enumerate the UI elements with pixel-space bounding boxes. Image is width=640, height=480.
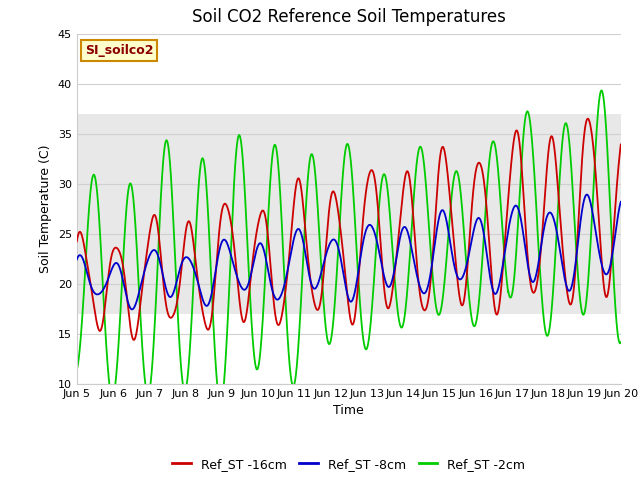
Legend: Ref_ST -16cm, Ref_ST -8cm, Ref_ST -2cm: Ref_ST -16cm, Ref_ST -8cm, Ref_ST -2cm [167, 453, 531, 476]
Title: Soil CO2 Reference Soil Temperatures: Soil CO2 Reference Soil Temperatures [192, 9, 506, 26]
Bar [77, 114, 621, 314]
Text: SI_soilco2: SI_soilco2 [85, 44, 154, 57]
X-axis label: Time: Time [333, 405, 364, 418]
Y-axis label: Soil Temperature (C): Soil Temperature (C) [39, 144, 52, 273]
